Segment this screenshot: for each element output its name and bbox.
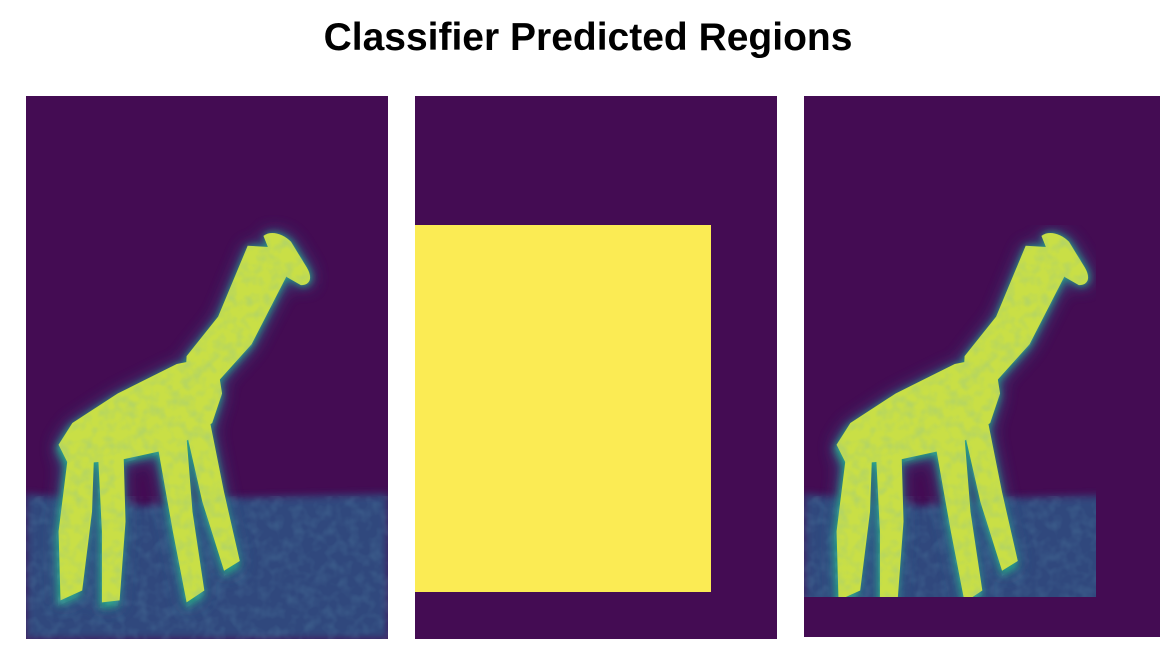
masked-heatmap-panel: [804, 96, 1160, 637]
predicted-region-image: [415, 96, 777, 639]
masked-heatmap-image: [804, 96, 1160, 637]
saliency-heatmap-panel: [26, 96, 388, 639]
predicted-region-box: [415, 225, 711, 592]
predicted-region-panel: [415, 96, 777, 639]
saliency-heatmap-image: [26, 96, 388, 639]
figure-title: Classifier Predicted Regions: [323, 16, 853, 59]
